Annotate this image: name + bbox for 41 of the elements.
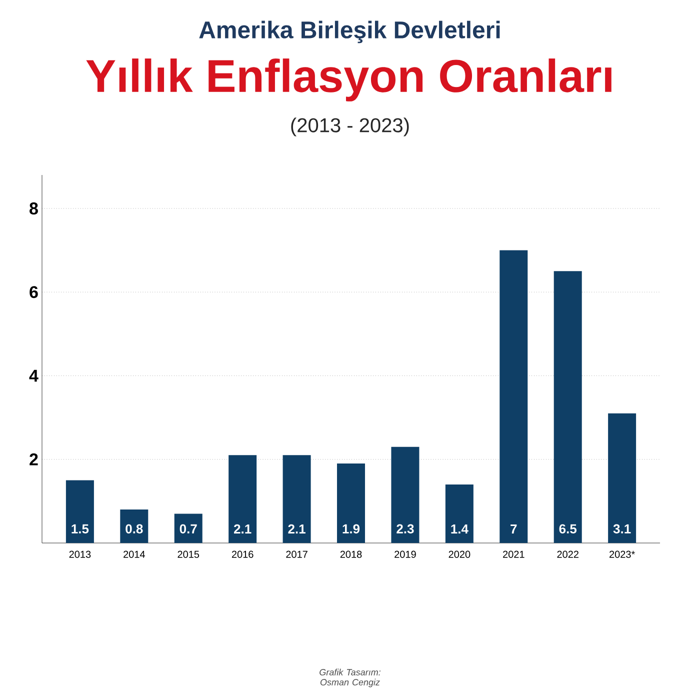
text: Amerika Birleşik Devletleri bbox=[199, 20, 500, 44]
bar bbox=[337, 464, 366, 543]
data-label: 7 bbox=[510, 524, 517, 534]
x-tick-label: 2013 bbox=[69, 550, 91, 558]
x-tick-label: 2023* bbox=[610, 550, 635, 558]
x-tick-label: 2021 bbox=[503, 550, 524, 558]
bar bbox=[66, 480, 94, 543]
data-label: 2.3 bbox=[396, 524, 414, 534]
data-label: 1.5 bbox=[72, 524, 89, 534]
y-tick-label: 4 bbox=[29, 370, 38, 382]
data-label: 6.5 bbox=[559, 524, 577, 534]
x-tick-label: 2019 bbox=[394, 550, 416, 558]
data-label: 0.8 bbox=[126, 524, 143, 534]
x-tick-label: 2017 bbox=[286, 550, 308, 558]
bar bbox=[120, 510, 148, 543]
y-tick-label: 6 bbox=[30, 286, 38, 298]
text: Grafik Tasarım: Osman Cengiz bbox=[320, 668, 380, 688]
chart-title: Yıllık Enflasyon Oranları bbox=[86, 58, 612, 102]
x-tick-label: 2020 bbox=[448, 550, 470, 558]
x-tick-label: 2016 bbox=[232, 550, 254, 558]
data-label: 3.1 bbox=[613, 524, 631, 534]
bar bbox=[174, 514, 202, 543]
chart-subtitle: (2013 - 2023) bbox=[291, 118, 409, 136]
x-tick-label: 2018 bbox=[340, 550, 362, 558]
data-label: 0.7 bbox=[180, 524, 197, 534]
data-label: 1.4 bbox=[451, 524, 468, 534]
x-tick-label: 2014 bbox=[124, 550, 145, 558]
bar bbox=[282, 455, 311, 543]
bar bbox=[445, 484, 474, 543]
data-label: 2.1 bbox=[288, 524, 306, 534]
x-tick-label: 2022 bbox=[557, 550, 578, 558]
data-label: 1.9 bbox=[342, 524, 360, 534]
data-label: 2.1 bbox=[234, 524, 252, 534]
bar bbox=[391, 446, 420, 543]
bar bbox=[500, 250, 528, 543]
bar bbox=[228, 455, 257, 543]
bar bbox=[608, 413, 636, 543]
y-tick-label: 2 bbox=[30, 453, 38, 466]
x-tick-label: 2015 bbox=[178, 550, 200, 558]
bar bbox=[554, 271, 582, 543]
y-tick-label: 8 bbox=[30, 202, 38, 214]
